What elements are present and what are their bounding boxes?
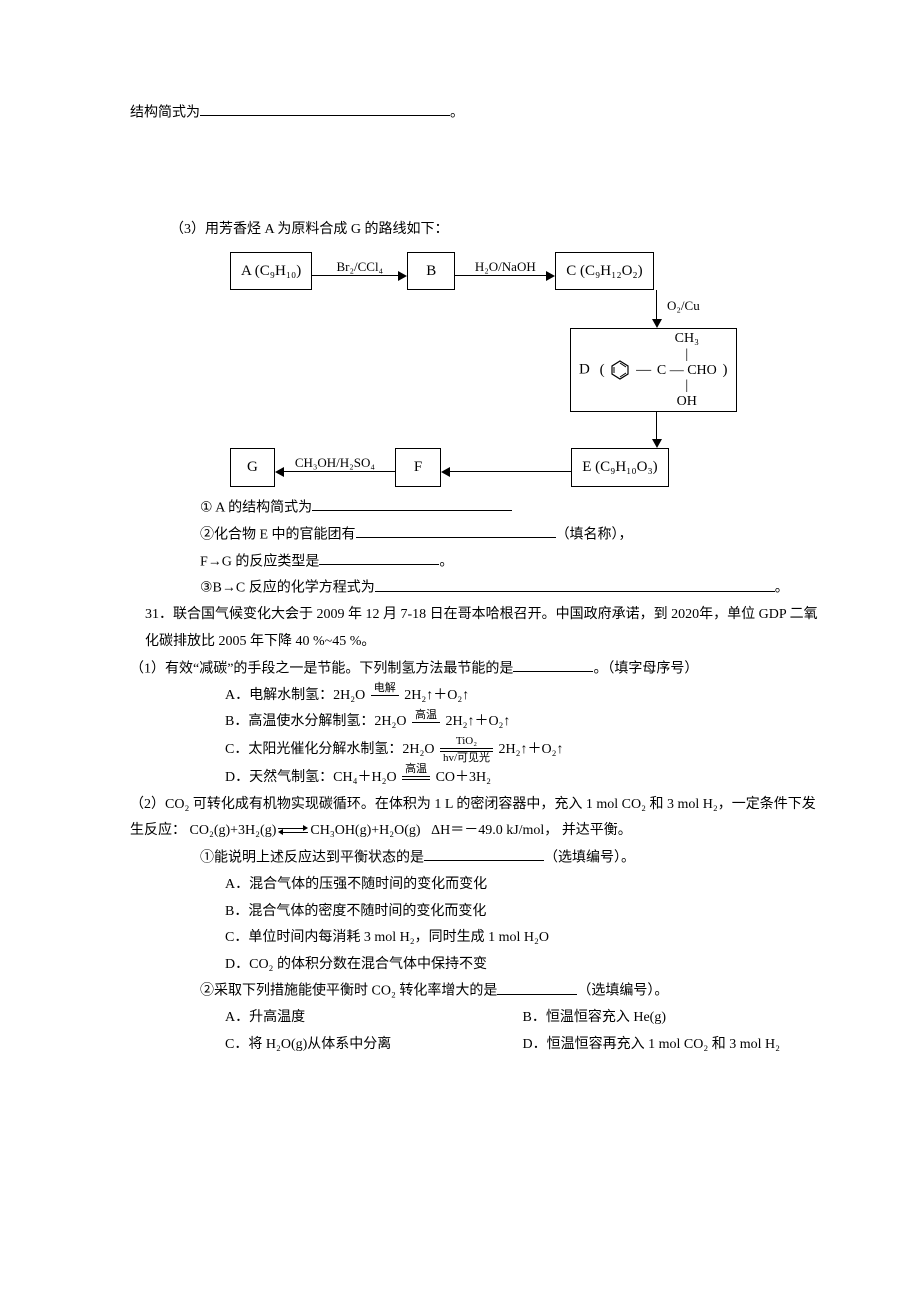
q3-intro: （3）用芳香烃 A 为原料合成 G 的路线如下： <box>170 217 820 244</box>
blank[interactable] <box>497 978 577 994</box>
arrow-FG: CH₃OH/H₂SO₄ <box>275 453 395 481</box>
arrow-EF <box>441 453 571 481</box>
opt-s2-row2: C．将 H₂O(g)从体系中分离 D．恒温恒容再充入 1 mol CO₂ 和 3… <box>225 1032 820 1059</box>
D-structure: CH₃ | C — CHO | OH <box>657 331 717 409</box>
node-E: E (C₉H₁₀O₃) <box>571 448 669 487</box>
q31-p1: （1）有效“减碳”的手段之一是节能。下列制氢方法最节能的是。（填字母序号） <box>130 656 820 683</box>
opt-s1-B: B．混合气体的密度不随时间的变化而变化 <box>225 899 820 926</box>
blank[interactable] <box>356 522 556 538</box>
node-D: D ( — CH₃ | C — CHO | OH ) <box>570 328 737 412</box>
blank[interactable] <box>200 100 450 116</box>
opt-s1-C: C．单位时间内每消耗 3 mol H₂，同时生成 1 mol H₂O <box>225 925 820 952</box>
node-F: F <box>395 448 441 487</box>
equilibrium-arrow-icon <box>278 826 308 836</box>
node-C: C (C₉H₁₂O₂) <box>555 252 653 291</box>
q31: 31．联合国气候变化大会于 2009 年 12 月 7-18 日在哥本哈根召开。… <box>145 602 820 655</box>
q31-num: 31． <box>145 607 173 622</box>
opt-s2-A: A．升高温度 <box>225 1005 523 1032</box>
q31-p2-s2: ②采取下列措施能使平衡时 CO₂ 转化率增大的是（选填编号）。 <box>200 978 820 1005</box>
opt-s2-B: B．恒温恒容充入 He(g) <box>523 1005 821 1032</box>
q31-p2: （2）CO₂ 可转化成有机物实现碳循环。在体积为 1 L 的密闭容器中，充入 1… <box>130 792 820 845</box>
node-B: B <box>407 252 455 291</box>
blank[interactable] <box>312 495 512 511</box>
q31-p1-C: C．太阳光催化分解水制氢：2H₂O TiO₂hv/可见光 2H₂↑＋O₂↑ <box>225 736 820 764</box>
period: 。 <box>450 105 464 120</box>
arrow-DE <box>645 412 669 448</box>
arrow-BC: H₂O/NaOH <box>455 257 555 285</box>
top-text: 结构简式为 <box>130 105 200 120</box>
synthesis-diagram: A (C₉H₁₀) Br₂/CCl₄ B H₂O/NaOH C (C₉H₁₂O₂… <box>230 252 820 487</box>
q3-sub2b: F→G 的反应类型是。 <box>200 549 820 576</box>
q31-p1-B: B．高温使水分解制氢：2H₂O 高温 2H₂↑＋O₂↑ <box>225 709 820 736</box>
q3-sub3: ③B→C 反应的化学方程式为。 <box>200 575 820 602</box>
q31-p1-D: D．天然气制氢：CH₄＋H₂O 高温 CO＋3H₂ <box>225 764 820 792</box>
opt-s1-A: A．混合气体的压强不随时间的变化而变化 <box>225 872 820 899</box>
q3-sub1: ① A 的结构简式为 <box>200 495 820 522</box>
node-G: G <box>230 448 275 487</box>
node-A: A (C₉H₁₀) <box>230 252 312 291</box>
blank[interactable] <box>424 845 544 861</box>
benzene-icon <box>610 359 630 381</box>
node-D-label: D <box>579 362 590 378</box>
blank[interactable] <box>513 656 593 672</box>
opt-s1-D: D．CO₂ 的体积分数在混合气体中保持不变 <box>225 952 820 979</box>
q31-intro: 联合国气候变化大会于 2009 年 12 月 7-18 日在哥本哈根召开。中国政… <box>145 607 818 649</box>
q31-p1-A: A．电解水制氢：2H₂O 电解 2H₂↑＋O₂↑ <box>225 683 820 710</box>
opt-s2-row1: A．升高温度 B．恒温恒容充入 He(g) <box>225 1005 820 1032</box>
arrow-CD: O₂/Cu <box>645 290 669 328</box>
blank[interactable] <box>375 575 775 591</box>
opt-s2-D: D．恒温恒容再充入 1 mol CO₂ 和 3 mol H₂ <box>523 1032 821 1059</box>
top-fragment: 结构简式为 。 <box>130 100 820 127</box>
blank[interactable] <box>319 549 439 565</box>
q3-sub2a: ②化合物 E 中的官能团有（填名称）， <box>200 522 820 549</box>
opt-s2-C: C．将 H₂O(g)从体系中分离 <box>225 1032 523 1059</box>
q31-p2-s1: ①能说明上述反应达到平衡状态的是（选填编号）。 <box>200 845 820 872</box>
arrow-AB: Br₂/CCl₄ <box>312 257 407 285</box>
